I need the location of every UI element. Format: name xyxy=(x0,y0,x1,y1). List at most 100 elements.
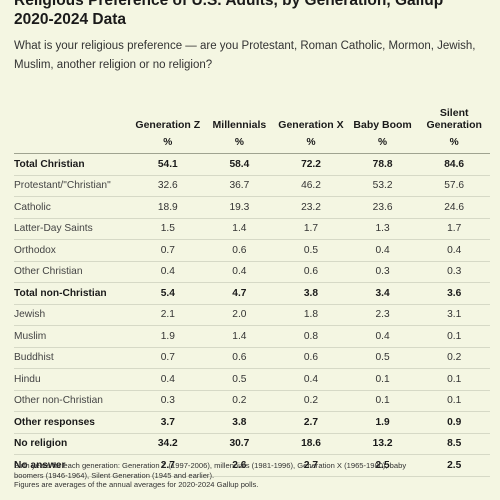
value-cell: 24.6 xyxy=(418,196,490,219)
value-cell: 2.5 xyxy=(346,454,419,477)
table-row: Catholic 18.9 19.3 23.2 23.6 24.6 xyxy=(14,196,490,219)
survey-question: What is your religious preference — are … xyxy=(14,40,476,71)
value-cell: 19.3 xyxy=(203,196,276,219)
value-cell: 3.6 xyxy=(418,282,490,305)
value-cell: 0.6 xyxy=(203,239,276,262)
value-cell: 53.2 xyxy=(346,175,419,197)
row-label: Total Christian xyxy=(14,153,132,176)
footnote: Birth years for each generation: Generat… xyxy=(14,461,490,490)
table-row: Other responses 3.7 3.8 2.7 1.9 0.9 xyxy=(14,411,490,434)
unit-cell: % xyxy=(203,131,276,154)
value-cell: 57.6 xyxy=(418,175,490,197)
table-row: Protestant/"Christian" 32.6 36.7 46.2 53.2 57… xyxy=(14,175,490,197)
value-cell: 3.4 xyxy=(346,282,419,305)
value-cell: 0.1 xyxy=(418,325,490,348)
value-cell: 84.6 xyxy=(418,153,490,176)
table-header-row: Generation Z Millennials Generation X Ba… xyxy=(14,99,490,131)
table-row: Hindu 0.4 0.5 0.4 0.1 0.1 xyxy=(14,368,490,391)
footnote-line: Figures are averages of the annual avera… xyxy=(14,480,259,490)
value-cell: 0.4 xyxy=(203,261,276,283)
value-cell: 0.4 xyxy=(275,368,347,391)
value-cell: 3.8 xyxy=(275,282,347,305)
value-cell: 3.7 xyxy=(132,411,204,434)
value-cell: 0.4 xyxy=(418,239,490,262)
value-cell: 0.7 xyxy=(132,239,204,262)
value-cell: 5.4 xyxy=(132,282,204,305)
value-cell: 78.8 xyxy=(346,153,419,176)
row-label: Hindu xyxy=(14,368,132,391)
footnote-line: Birth years for each generation: Generat… xyxy=(14,461,407,470)
table-row: Buddhist 0.7 0.6 0.6 0.5 0.2 xyxy=(14,347,490,369)
value-cell: 0.6 xyxy=(275,261,347,283)
value-cell: 0.1 xyxy=(346,390,419,412)
value-cell: 0.4 xyxy=(346,325,419,348)
page-title: Religious Preference of U.S. Adults, by … xyxy=(14,0,486,29)
value-cell: 46.2 xyxy=(275,175,347,197)
table-row: No answer 2.7 2.6 2.7 2.5 2.5 xyxy=(14,454,490,477)
value-cell: 1.4 xyxy=(203,218,276,240)
row-label: Orthodox xyxy=(14,239,132,262)
value-cell: 1.5 xyxy=(132,218,204,240)
value-cell: 0.4 xyxy=(346,239,419,262)
value-cell: 34.2 xyxy=(132,433,204,455)
table-row: Muslim 1.9 1.4 0.8 0.4 0.1 xyxy=(14,325,490,348)
unit-cell: % xyxy=(132,131,204,154)
value-cell: 0.5 xyxy=(203,368,276,391)
value-cell: 23.2 xyxy=(275,196,347,219)
value-cell: 2.1 xyxy=(132,304,204,326)
value-cell: 18.9 xyxy=(132,196,204,219)
value-cell: 58.4 xyxy=(203,153,276,176)
row-label: Other Christian xyxy=(14,261,132,283)
unit-cell: % xyxy=(418,131,490,154)
value-cell: 1.4 xyxy=(203,325,276,348)
row-label: Buddhist xyxy=(14,347,132,369)
row-label: Other non-Christian xyxy=(14,390,132,412)
unit-cell: % xyxy=(346,131,419,154)
value-cell: 2.7 xyxy=(132,454,204,477)
column-header: Silent Generation xyxy=(426,107,482,131)
value-cell: 0.2 xyxy=(275,390,347,412)
value-cell: 0.1 xyxy=(418,368,490,391)
value-cell: 0.3 xyxy=(418,261,490,283)
value-cell: 0.7 xyxy=(132,347,204,369)
footnote-line: boomers (1946-1964), Silent Generation (… xyxy=(14,470,215,480)
value-cell: 0.6 xyxy=(203,347,276,369)
column-header: Generation X xyxy=(278,119,344,131)
value-cell: 0.3 xyxy=(346,261,419,283)
table-row: Latter-Day Saints 1.5 1.4 1.7 1.3 1.7 xyxy=(14,218,490,240)
table-row: Total Christian 54.1 58.4 72.2 78.8 84.6 xyxy=(14,153,490,176)
row-label: Muslim xyxy=(14,325,132,348)
value-cell: 0.3 xyxy=(132,390,204,412)
value-cell: 1.7 xyxy=(275,218,347,240)
table-row: Other Christian 0.4 0.4 0.6 0.3 0.3 xyxy=(14,261,490,283)
value-cell: 3.8 xyxy=(203,411,276,434)
value-cell: 0.4 xyxy=(132,368,204,391)
row-label: Catholic xyxy=(14,196,132,219)
value-cell: 1.9 xyxy=(346,411,419,434)
value-cell: 2.7 xyxy=(275,411,347,434)
value-cell: 4.7 xyxy=(203,282,276,305)
value-cell: 0.5 xyxy=(275,239,347,262)
value-cell: 0.1 xyxy=(418,390,490,412)
value-cell: 2.6 xyxy=(203,454,276,477)
value-cell: 1.8 xyxy=(275,304,347,326)
value-cell: 18.6 xyxy=(275,433,347,455)
value-cell: 30.7 xyxy=(203,433,276,455)
row-label: Jewish xyxy=(14,304,132,326)
header-label-cell xyxy=(14,99,132,131)
table-row: Jewish 2.1 2.0 1.8 2.3 3.1 xyxy=(14,304,490,326)
table-row: No religion 34.2 30.7 18.6 13.2 8.5 xyxy=(14,433,490,455)
value-cell: 0.4 xyxy=(132,261,204,283)
unit-cell: % xyxy=(275,131,347,154)
value-cell: 0.2 xyxy=(418,347,490,369)
title-line-2: 2020-2024 Data xyxy=(14,11,127,28)
column-header: Millennials xyxy=(212,119,267,131)
value-cell: 2.5 xyxy=(418,454,490,477)
unit-label-cell xyxy=(14,131,132,154)
unit-row: % % % % % xyxy=(14,131,490,154)
value-cell: 2.7 xyxy=(275,454,347,477)
column-header: Generation Z xyxy=(135,119,201,131)
value-cell: 0.6 xyxy=(275,347,347,369)
row-label: Total non-Christian xyxy=(14,282,132,305)
value-cell: 0.1 xyxy=(346,368,419,391)
